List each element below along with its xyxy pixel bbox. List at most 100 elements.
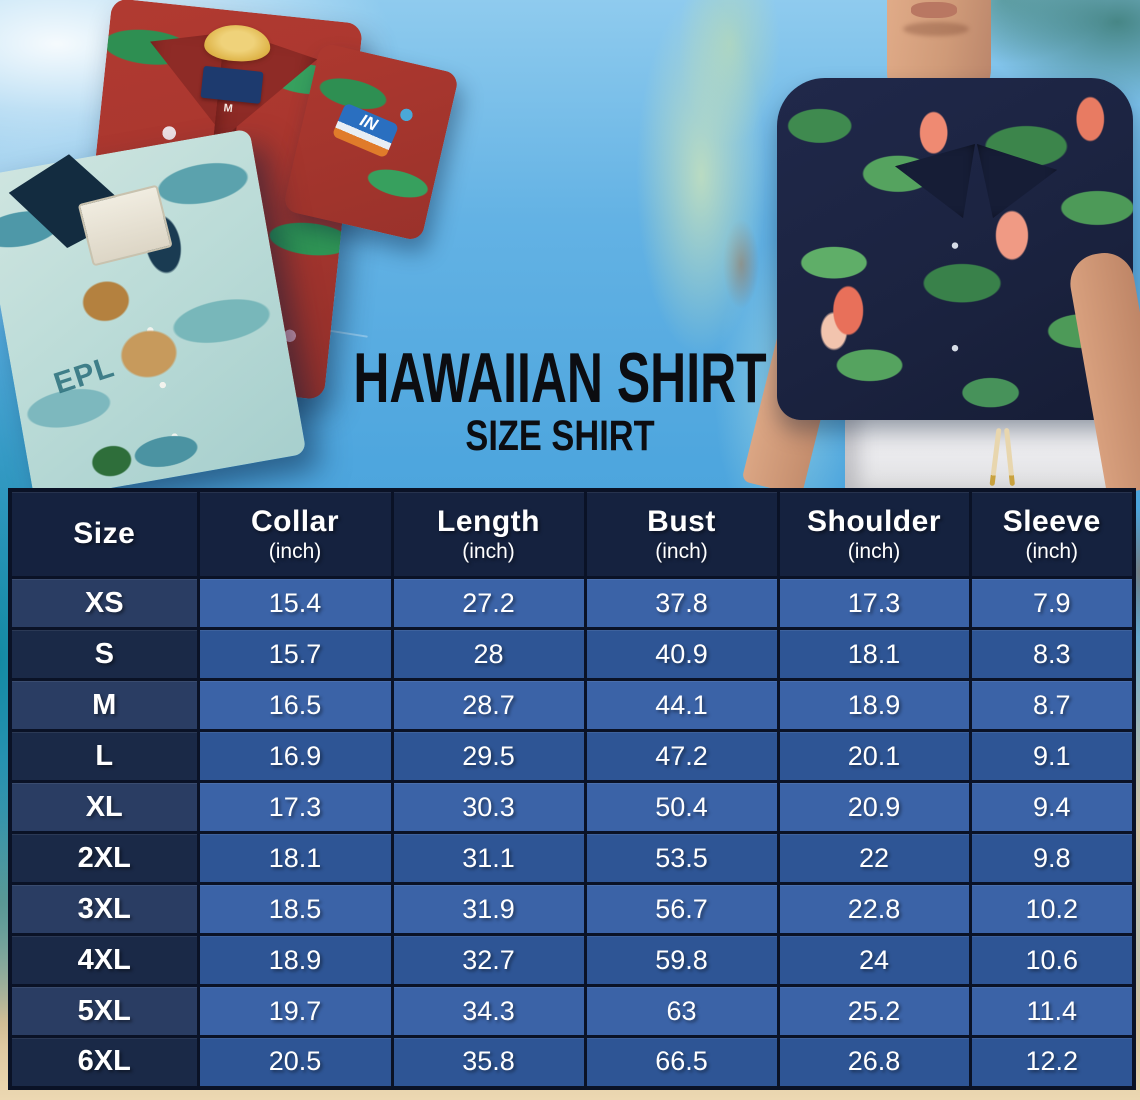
column-label: Bust [647, 504, 716, 538]
value-cell: 10.2 [968, 882, 1136, 936]
value-cell: 8.3 [968, 627, 1136, 681]
value-cell: 56.7 [583, 882, 780, 936]
value-cell: 31.9 [390, 882, 587, 936]
column-unit: (inch) [847, 539, 901, 563]
value-cell: 7.9 [968, 576, 1136, 630]
table-row: 5XL 19.7 34.3 63 25.2 11.4 [8, 984, 1136, 1038]
value-cell: 35.8 [390, 1035, 587, 1089]
white-pants [845, 412, 1111, 492]
table-row: 4XL 18.9 32.7 59.8 24 10.6 [8, 933, 1136, 987]
value-cell: 11.4 [968, 984, 1136, 1038]
size-cell: 4XL [8, 933, 200, 987]
value-cell: 20.1 [776, 729, 972, 783]
table-row: M 16.5 28.7 44.1 18.9 8.7 [8, 678, 1136, 732]
table-row: 6XL 20.5 35.8 66.5 26.8 12.2 [8, 1035, 1136, 1089]
model-shirt-collar [977, 144, 1057, 218]
value-cell: 17.3 [776, 576, 972, 630]
model-lips [911, 2, 957, 18]
table-row: XS 15.4 27.2 37.8 17.3 7.9 [8, 576, 1136, 630]
value-cell: 19.7 [196, 984, 394, 1038]
size-cell: 6XL [8, 1035, 200, 1089]
value-cell: 27.2 [390, 576, 587, 630]
size-tag-letter: M [222, 102, 234, 116]
model-photo [735, 0, 1140, 496]
column-unit: (inch) [655, 539, 708, 563]
value-cell: 10.6 [968, 933, 1136, 987]
size-cell: XS [8, 576, 200, 630]
value-cell: 15.7 [196, 627, 394, 681]
column-header: Collar (inch) [196, 488, 394, 579]
title-block: HAWAIIAN SHIRT SIZE SHIRT [295, 338, 825, 461]
size-chart-table: Size Collar (inch) Length (inch) Bust (inch) Sh… [8, 488, 1136, 1090]
value-cell: 44.1 [583, 678, 780, 732]
value-cell: 24 [776, 933, 972, 987]
value-cell: 30.3 [390, 780, 587, 834]
value-cell: 18.1 [776, 627, 972, 681]
value-cell: 37.8 [583, 576, 780, 630]
size-cell: XL [8, 780, 200, 834]
table-row: XL 17.3 30.3 50.4 20.9 9.4 [8, 780, 1136, 834]
size-chart: Size Collar (inch) Length (inch) Bust (inch) Sh… [8, 488, 1136, 1090]
value-cell: 47.2 [583, 729, 780, 783]
size-cell: S [8, 627, 200, 681]
size-cell: M [8, 678, 200, 732]
column-unit: (inch) [462, 539, 515, 563]
value-cell: 26.8 [776, 1035, 972, 1089]
column-label: Length [437, 504, 540, 538]
value-cell: 32.7 [390, 933, 587, 987]
chin-shadow [903, 22, 969, 36]
column-label: Shoulder [806, 504, 941, 538]
table-row: S 15.7 28 40.9 18.1 8.3 [8, 627, 1136, 681]
teal-shirt-print-text: EPL [49, 350, 119, 401]
column-label: Collar [250, 504, 340, 538]
value-cell: 59.8 [583, 933, 780, 987]
value-cell: 17.3 [196, 780, 394, 834]
page-title: HAWAIIAN SHIRT [353, 338, 767, 418]
column-label: Sleeve [1002, 504, 1101, 538]
column-unit: (inch) [1025, 539, 1078, 563]
page-subtitle: SIZE SHIRT [465, 412, 655, 461]
table-row: 3XL 18.5 31.9 56.7 22.8 10.2 [8, 882, 1136, 936]
value-cell: 12.2 [968, 1035, 1136, 1089]
column-unit: (inch) [268, 539, 322, 563]
size-cell: 3XL [8, 882, 200, 936]
value-cell: 18.9 [196, 933, 394, 987]
value-cell: 15.4 [196, 576, 394, 630]
value-cell: 18.5 [196, 882, 394, 936]
value-cell: 63 [583, 984, 780, 1038]
value-cell: 29.5 [390, 729, 587, 783]
value-cell: 31.1 [390, 831, 587, 885]
value-cell: 25.2 [776, 984, 972, 1038]
column-header: Length (inch) [390, 488, 587, 579]
column-header: Shoulder (inch) [776, 488, 972, 579]
value-cell: 9.8 [968, 831, 1136, 885]
column-header: Sleeve (inch) [968, 488, 1136, 579]
value-cell: 53.5 [583, 831, 780, 885]
value-cell: 22 [776, 831, 972, 885]
value-cell: 9.4 [968, 780, 1136, 834]
column-header: Size [8, 488, 200, 579]
value-cell: 28.7 [390, 678, 587, 732]
value-cell: 34.3 [390, 984, 587, 1038]
collar-care-tag [200, 65, 264, 104]
value-cell: 50.4 [583, 780, 780, 834]
column-label: Size [73, 517, 136, 550]
value-cell: 66.5 [583, 1035, 780, 1089]
size-cell: 2XL [8, 831, 200, 885]
value-cell: 28 [390, 627, 587, 681]
sleeve-logo-patch: IN [331, 102, 400, 159]
value-cell: 20.5 [196, 1035, 394, 1089]
table-row: 2XL 18.1 31.1 53.5 22 9.8 [8, 831, 1136, 885]
header-row: Size Collar (inch) Length (inch) Bust (inch) Sh… [8, 488, 1136, 579]
size-cell: 5XL [8, 984, 200, 1038]
value-cell: 18.1 [196, 831, 394, 885]
value-cell: 16.5 [196, 678, 394, 732]
value-cell: 20.9 [776, 780, 972, 834]
value-cell: 9.1 [968, 729, 1136, 783]
flamingo-hawaiian-shirt [777, 78, 1133, 420]
size-cell: L [8, 729, 200, 783]
value-cell: 8.7 [968, 678, 1136, 732]
value-cell: 18.9 [776, 678, 972, 732]
value-cell: 22.8 [776, 882, 972, 936]
